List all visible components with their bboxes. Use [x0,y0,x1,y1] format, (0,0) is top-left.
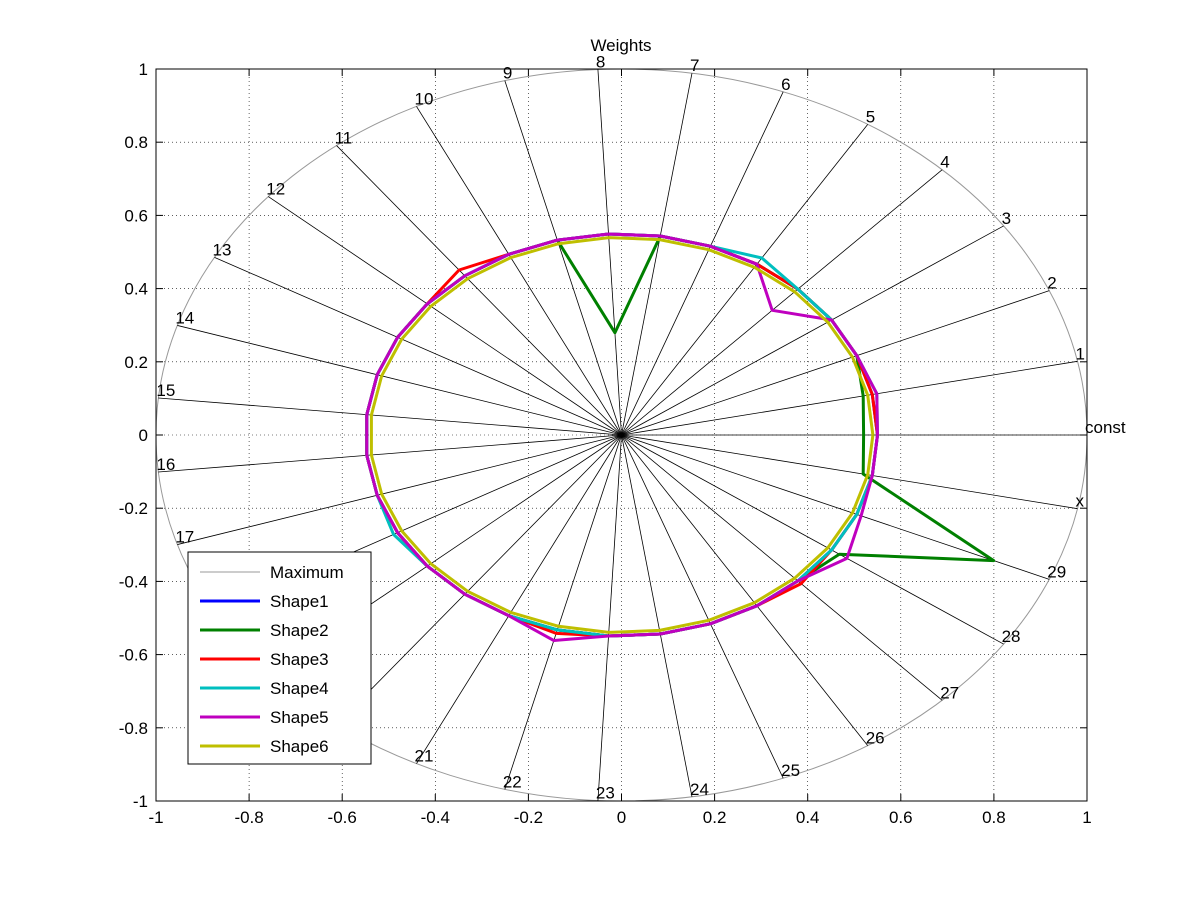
spokes [158,69,1087,801]
y-tick-label: -1 [133,792,148,811]
spoke-label: 25 [781,761,800,780]
spoke-label: 3 [1002,209,1011,228]
spoke-line [597,69,622,436]
spoke-label: 26 [866,729,885,748]
spoke-line [621,124,869,436]
x-tick-label: -0.4 [421,808,450,827]
spoke-line [621,434,693,797]
spoke-label: const [1085,418,1126,437]
spoke-line [416,434,622,764]
spoke-line [621,434,784,779]
spoke-line [621,73,693,436]
spoke-line [268,196,622,436]
legend-label: Shape2 [270,621,329,640]
spoke-line [621,434,1004,645]
spoke-label: 22 [503,772,522,791]
x-tick-label: 0.8 [982,808,1006,827]
spoke-label: 24 [690,780,709,799]
spoke-line [177,325,622,436]
legend-label: Shape5 [270,708,329,727]
spoke-label: 23 [596,784,615,803]
spoke-line [158,434,622,473]
y-tick-label: 0.6 [124,206,148,225]
x-tick-label: -0.2 [514,808,543,827]
spoke-label: 4 [940,153,949,172]
spoke-line [621,169,943,436]
spoke-label: 14 [175,308,194,327]
spoke-label: 13 [212,240,231,259]
spoke-label: 2 [1047,274,1056,293]
spoke-label: 17 [175,528,194,547]
spoke-line [621,290,1050,436]
spoke-label: x [1075,492,1084,511]
spoke-line [504,80,622,436]
spoke-label: 7 [690,56,699,75]
y-tick-label: 0.4 [124,280,148,299]
spoke-label: 1 [1075,344,1084,363]
spoke-line [597,434,622,801]
legend-label: Shape6 [270,737,329,756]
legend-label: Shape3 [270,650,329,669]
x-tick-label: 0 [617,808,626,827]
spoke-line [621,434,1050,580]
spoke-line [621,225,1004,436]
spoke-label: 27 [940,683,959,702]
y-tick-label: -0.4 [119,572,148,591]
spoke-label: 10 [414,89,433,108]
y-tick-label: 0.2 [124,353,148,372]
spoke-line [621,360,1078,436]
x-tick-label: 0.2 [703,808,727,827]
y-tick-label: -0.8 [119,719,148,738]
spoke-line [621,434,1078,510]
y-tick-label: 1 [139,60,148,79]
chart-title: Weights [590,36,651,55]
spoke-line [621,434,943,701]
spoke-line [158,397,622,436]
legend: Maximum Shape1 Shape2 Shape3 Shape4 Shape5 Sha… [187,551,372,765]
spoke-line [621,91,784,436]
x-tick-label: -0.8 [234,808,263,827]
series-lines [365,232,996,642]
spoke-line [336,434,622,725]
legend-label: Shape1 [270,592,329,611]
x-tick-label: 0.4 [796,808,820,827]
spoke-label: 28 [1002,627,1021,646]
legend-label: Maximum [270,563,344,582]
x-tick-label: -0.6 [328,808,357,827]
spoke-label: 15 [156,381,175,400]
spoke-label: 16 [156,455,175,474]
axis-ticks: -1 -0.8 -0.6 -0.4 -0.2 0 0.2 0.4 0.6 0.8 1 -1 -0.8 -0… [119,60,1092,827]
y-tick-label: 0 [139,426,148,445]
spoke-line [621,434,869,746]
spoke-line [177,434,622,545]
spoke-label: 8 [596,52,605,71]
spoke-label: 12 [266,180,285,199]
legend-label: Shape4 [270,679,329,698]
x-tick-label: 0.6 [889,808,913,827]
series-line-shape5 [365,232,879,642]
spoke-line [416,106,622,436]
spoke-label: 21 [414,747,433,766]
x-tick-label: -1 [148,808,163,827]
spoke-label: 11 [335,129,353,148]
spoke-line [336,145,622,436]
y-tick-label: -0.6 [119,646,148,665]
spoke-label: 5 [866,107,875,126]
spoke-line [504,434,622,790]
x-tick-label: 1 [1082,808,1091,827]
series-line-shape6 [369,236,875,634]
y-tick-label: -0.2 [119,499,148,518]
spoke-label: 9 [503,64,512,83]
spoke-label: 6 [781,75,790,94]
spoke-label: 29 [1047,562,1066,581]
y-tick-label: 0.8 [124,133,148,152]
spoke-line [214,257,622,436]
